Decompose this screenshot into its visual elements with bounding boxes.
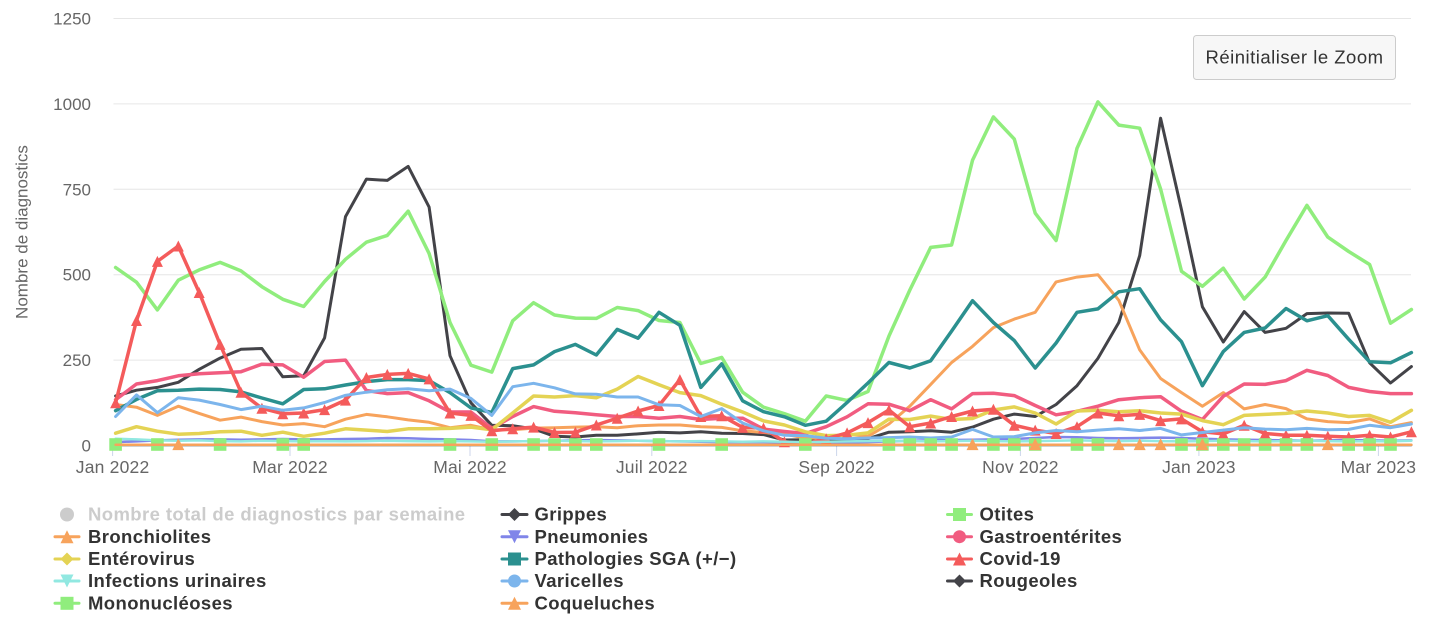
- svg-text:Juil 2022: Juil 2022: [616, 457, 688, 477]
- svg-text:Mar 2023: Mar 2023: [1341, 457, 1417, 477]
- svg-text:Nov 2022: Nov 2022: [982, 457, 1059, 477]
- svg-text:Grippes: Grippes: [535, 504, 608, 525]
- svg-text:Bronchiolites: Bronchiolites: [88, 526, 211, 547]
- svg-text:Rougeoles: Rougeoles: [980, 570, 1078, 591]
- svg-text:Nombre de diagnostics: Nombre de diagnostics: [13, 145, 32, 319]
- svg-text:250: 250: [63, 351, 91, 370]
- svg-text:Gastroentérites: Gastroentérites: [980, 526, 1123, 547]
- svg-text:Mononucléoses: Mononucléoses: [88, 593, 233, 614]
- svg-text:Réinitialiser le Zoom: Réinitialiser le Zoom: [1205, 47, 1383, 68]
- svg-text:750: 750: [63, 180, 91, 199]
- svg-text:Covid-19: Covid-19: [980, 548, 1061, 569]
- svg-text:Jan 2023: Jan 2023: [1162, 457, 1236, 477]
- svg-text:Nombre total de diagnostics pa: Nombre total de diagnostics par semaine: [88, 504, 465, 525]
- svg-text:0: 0: [82, 437, 91, 456]
- svg-text:Varicelles: Varicelles: [535, 570, 624, 591]
- svg-text:1250: 1250: [53, 10, 91, 29]
- svg-text:1000: 1000: [53, 95, 91, 114]
- svg-text:Sep 2022: Sep 2022: [798, 457, 875, 477]
- svg-text:Pneumonies: Pneumonies: [535, 526, 649, 547]
- svg-text:Mar 2022: Mar 2022: [252, 457, 328, 477]
- svg-text:Jan 2022: Jan 2022: [76, 457, 150, 477]
- svg-text:Coqueluches: Coqueluches: [535, 593, 656, 614]
- svg-text:Entérovirus: Entérovirus: [88, 548, 195, 569]
- svg-text:Pathologies SGA (+/−): Pathologies SGA (+/−): [535, 548, 737, 569]
- svg-text:Mai 2022: Mai 2022: [433, 457, 507, 477]
- svg-text:Otites: Otites: [980, 504, 1035, 525]
- svg-text:Infections urinaires: Infections urinaires: [88, 570, 267, 591]
- svg-text:500: 500: [63, 266, 91, 285]
